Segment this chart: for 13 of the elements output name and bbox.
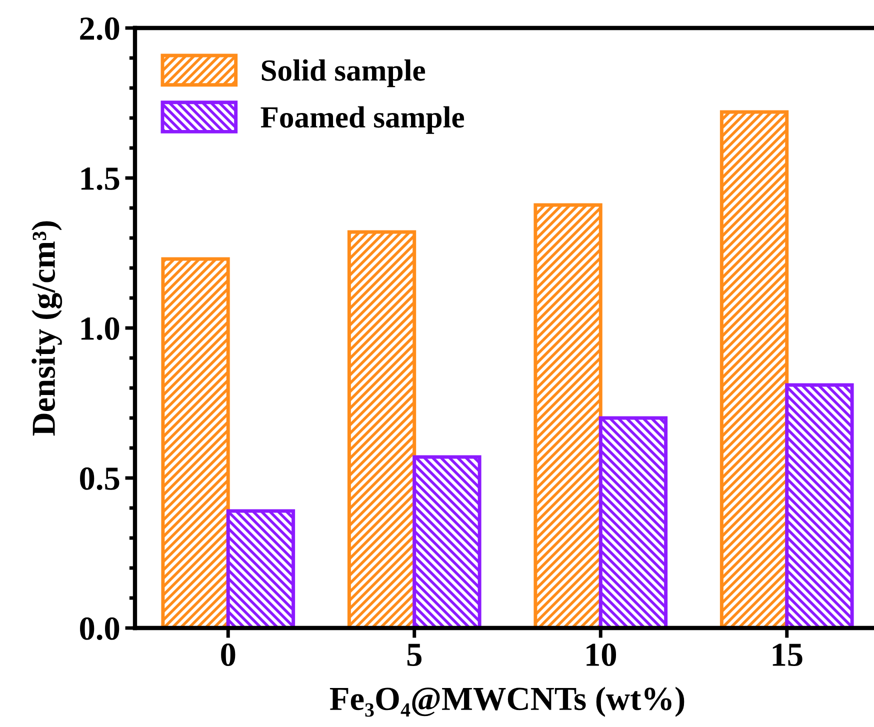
x-tick-label: 15 (772, 644, 802, 666)
y-tick-label: 1.0 (81, 317, 120, 340)
y-tick-label: 2.0 (80, 17, 120, 40)
x-tick-label: 5 (407, 644, 422, 666)
x-tick-label: 0 (221, 644, 236, 666)
x-tick-label: 10 (586, 644, 616, 666)
x-axis-title: Fe₃O₄@MWCNTs (wt%) (330, 686, 684, 717)
y-tick-label: 1.5 (81, 168, 120, 190)
legend-label: Solid sample (262, 59, 426, 88)
y-tick-label: 0.5 (80, 467, 120, 490)
y-axis-title: Density (g/cm³) (32, 221, 62, 436)
legend-label: Foamed sample (260, 106, 464, 134)
y-tick-label: 0.0 (80, 617, 120, 640)
